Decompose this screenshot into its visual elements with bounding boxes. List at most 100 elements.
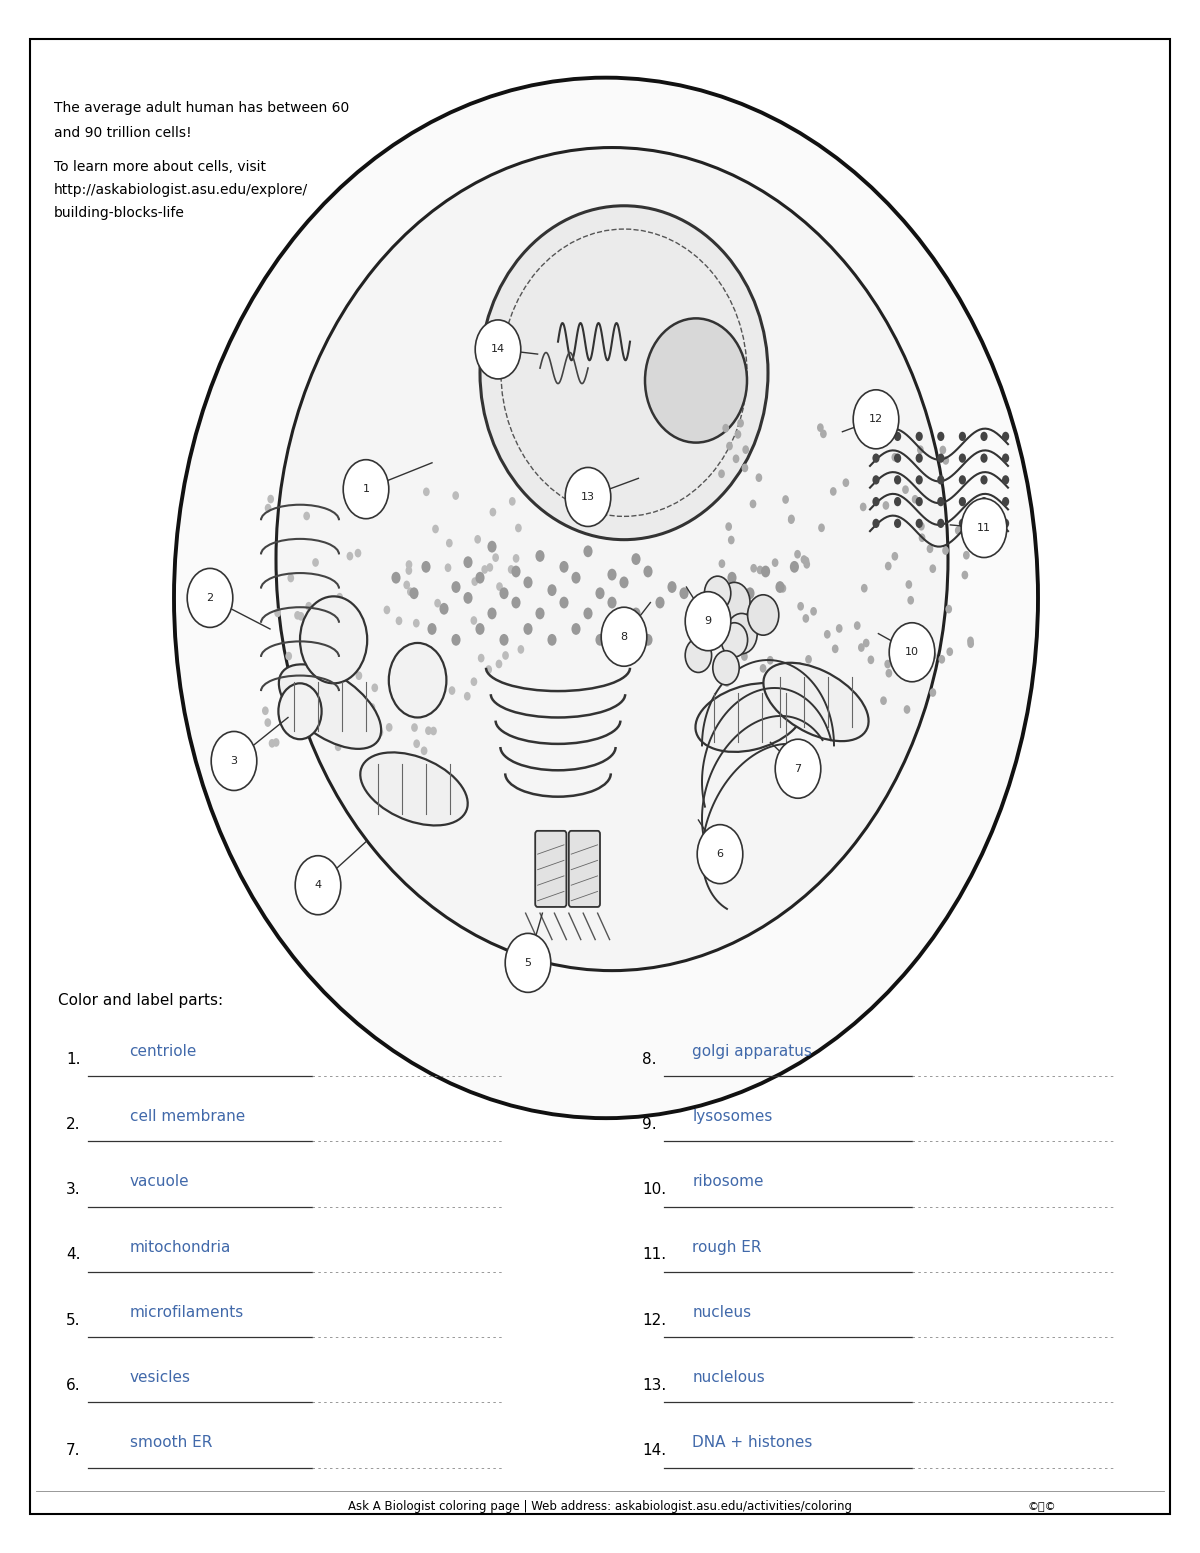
Circle shape <box>294 610 301 620</box>
Circle shape <box>959 475 966 485</box>
Circle shape <box>805 655 812 663</box>
Circle shape <box>631 553 641 565</box>
Circle shape <box>406 561 413 568</box>
Circle shape <box>211 731 257 790</box>
Circle shape <box>300 596 367 683</box>
Circle shape <box>496 582 503 592</box>
Circle shape <box>713 651 739 685</box>
Circle shape <box>305 603 312 610</box>
Circle shape <box>470 677 478 686</box>
Circle shape <box>703 603 713 615</box>
Circle shape <box>853 390 899 449</box>
Circle shape <box>797 663 803 671</box>
Circle shape <box>930 688 936 697</box>
Circle shape <box>832 644 839 654</box>
Text: rough ER: rough ER <box>692 1239 762 1255</box>
Circle shape <box>607 568 617 581</box>
Circle shape <box>475 320 521 379</box>
Circle shape <box>894 497 901 506</box>
Circle shape <box>860 503 866 511</box>
Circle shape <box>906 581 912 589</box>
Circle shape <box>298 612 305 621</box>
FancyBboxPatch shape <box>535 831 566 907</box>
Circle shape <box>643 634 653 646</box>
Text: 11.: 11. <box>642 1247 666 1263</box>
Circle shape <box>872 497 880 506</box>
Circle shape <box>959 519 966 528</box>
Circle shape <box>760 665 767 672</box>
Circle shape <box>757 565 763 575</box>
Circle shape <box>288 573 294 582</box>
Circle shape <box>937 519 944 528</box>
Circle shape <box>331 685 337 693</box>
Circle shape <box>499 634 509 646</box>
Circle shape <box>338 648 346 655</box>
Circle shape <box>800 682 808 690</box>
Circle shape <box>583 607 593 620</box>
Circle shape <box>512 554 520 562</box>
Circle shape <box>937 497 944 506</box>
Circle shape <box>816 676 822 685</box>
Circle shape <box>750 500 756 508</box>
Circle shape <box>767 655 774 665</box>
Circle shape <box>916 453 923 463</box>
Circle shape <box>772 558 779 567</box>
Circle shape <box>782 495 788 503</box>
Circle shape <box>485 665 492 674</box>
Text: 12: 12 <box>869 415 883 424</box>
Circle shape <box>967 637 974 644</box>
Circle shape <box>836 624 842 632</box>
Circle shape <box>937 475 944 485</box>
Circle shape <box>790 561 799 573</box>
Circle shape <box>487 607 497 620</box>
Circle shape <box>889 623 935 682</box>
Circle shape <box>1002 497 1009 506</box>
Ellipse shape <box>480 207 768 540</box>
Circle shape <box>499 587 509 599</box>
Circle shape <box>445 564 451 572</box>
Circle shape <box>718 469 725 478</box>
Circle shape <box>742 652 748 662</box>
Circle shape <box>403 581 410 589</box>
Ellipse shape <box>278 665 382 749</box>
Circle shape <box>515 523 522 533</box>
Circle shape <box>475 572 485 584</box>
Circle shape <box>425 727 432 735</box>
Circle shape <box>748 595 779 635</box>
Circle shape <box>547 584 557 596</box>
Circle shape <box>595 587 605 599</box>
Circle shape <box>817 424 823 432</box>
Circle shape <box>368 704 376 711</box>
Circle shape <box>446 539 452 548</box>
Text: 4.: 4. <box>66 1247 80 1263</box>
Circle shape <box>571 623 581 635</box>
Text: cell membrane: cell membrane <box>130 1109 245 1124</box>
Text: 10: 10 <box>905 648 919 657</box>
Circle shape <box>439 603 449 615</box>
Circle shape <box>409 587 419 599</box>
Circle shape <box>490 508 497 517</box>
Text: 1: 1 <box>362 485 370 494</box>
Circle shape <box>780 584 786 593</box>
Circle shape <box>886 669 893 677</box>
Circle shape <box>872 453 880 463</box>
Circle shape <box>912 495 918 503</box>
Ellipse shape <box>763 663 869 741</box>
Circle shape <box>882 438 888 447</box>
Text: mitochondria: mitochondria <box>130 1239 230 1255</box>
Circle shape <box>268 495 274 503</box>
Circle shape <box>894 475 901 485</box>
Circle shape <box>431 702 438 711</box>
Circle shape <box>335 742 342 752</box>
Circle shape <box>304 511 310 520</box>
Text: DNA + histones: DNA + histones <box>692 1435 812 1451</box>
Text: The average adult human has between 60: The average adult human has between 60 <box>54 101 349 115</box>
Circle shape <box>980 453 988 463</box>
Circle shape <box>750 610 756 620</box>
Text: 5: 5 <box>524 958 532 968</box>
Circle shape <box>286 652 292 660</box>
Text: smooth ER: smooth ER <box>130 1435 212 1451</box>
Circle shape <box>894 432 901 441</box>
Circle shape <box>780 688 786 696</box>
Circle shape <box>262 707 269 714</box>
